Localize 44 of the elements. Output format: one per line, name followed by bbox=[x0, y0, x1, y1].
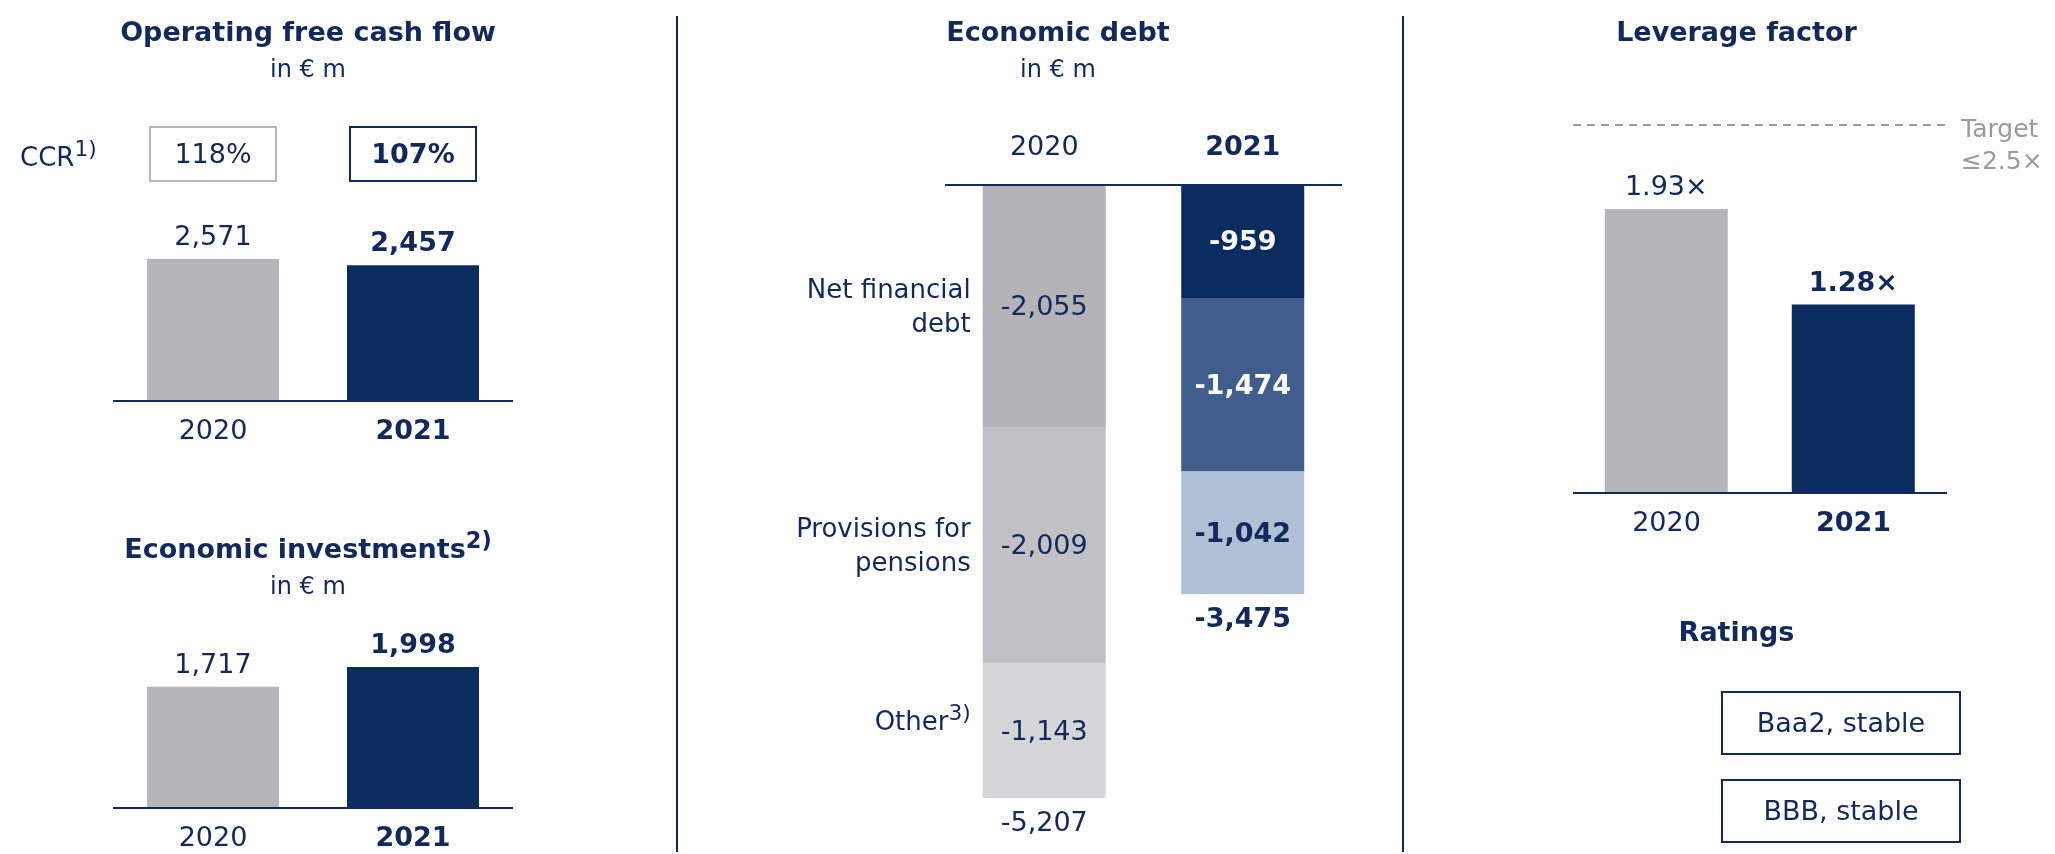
text: CCR$^{1)}$ bbox=[20, 136, 97, 172]
text: 118% bbox=[174, 138, 252, 169]
series-label: Other$^{3)}$ bbox=[874, 700, 971, 737]
total-label: -5,207 bbox=[999, 806, 1089, 837]
series-label: Net financial debt bbox=[806, 273, 971, 338]
data-label: -1,143 bbox=[1000, 714, 1088, 746]
x-tick-label: 2020 bbox=[1632, 506, 1701, 537]
x-tick-label: 2020 bbox=[1009, 130, 1079, 161]
data-label: 1,998 bbox=[370, 628, 456, 659]
data-label: -1,042 bbox=[1194, 516, 1292, 548]
x-tick-label: 2020 bbox=[178, 821, 248, 852]
x-tick-label: 2021 bbox=[375, 414, 451, 445]
chart-title: Operating free cash flow bbox=[120, 16, 496, 47]
data-label: 1.28× bbox=[1808, 265, 1898, 297]
bar bbox=[1181, 297, 1305, 472]
data-label: -1,474 bbox=[1194, 368, 1292, 400]
text: BBB, stable bbox=[1763, 795, 1919, 826]
chart-subtitle: in € m bbox=[270, 572, 346, 600]
data-label: 2,571 bbox=[174, 220, 252, 251]
total-label: -3,475 bbox=[1193, 602, 1293, 634]
ref-line-label: Target ≤2.5× bbox=[1960, 114, 2043, 175]
chart-title: Economic investments$^{2)}$ bbox=[124, 527, 492, 564]
data-label: -2,055 bbox=[1000, 289, 1088, 321]
data-label: 1,717 bbox=[174, 647, 252, 679]
bar bbox=[982, 185, 1106, 427]
data-label: -959 bbox=[1208, 225, 1277, 257]
data-label: 1.93× bbox=[1624, 169, 1708, 201]
data-label: 2,457 bbox=[370, 226, 456, 258]
x-tick-label: 2020 bbox=[178, 414, 248, 445]
data-label: -2,009 bbox=[1000, 529, 1088, 561]
chart-title: Economic debt bbox=[946, 16, 1170, 47]
text: 107% bbox=[371, 138, 455, 169]
text: Ratings bbox=[1678, 616, 1795, 647]
x-tick-label: 2021 bbox=[1815, 506, 1892, 537]
chart-subtitle: in € m bbox=[270, 55, 346, 83]
x-tick-label: 2021 bbox=[375, 821, 451, 852]
chart-subtitle: in € m bbox=[1020, 55, 1096, 83]
x-tick-label: 2021 bbox=[1205, 130, 1281, 161]
bar bbox=[1181, 471, 1305, 595]
series-label: Provisions for pensions bbox=[796, 513, 971, 578]
bar bbox=[982, 663, 1106, 798]
chart-title: Leverage factor bbox=[1616, 16, 1857, 47]
text: Baa2, stable bbox=[1756, 707, 1926, 738]
bar bbox=[982, 426, 1106, 664]
